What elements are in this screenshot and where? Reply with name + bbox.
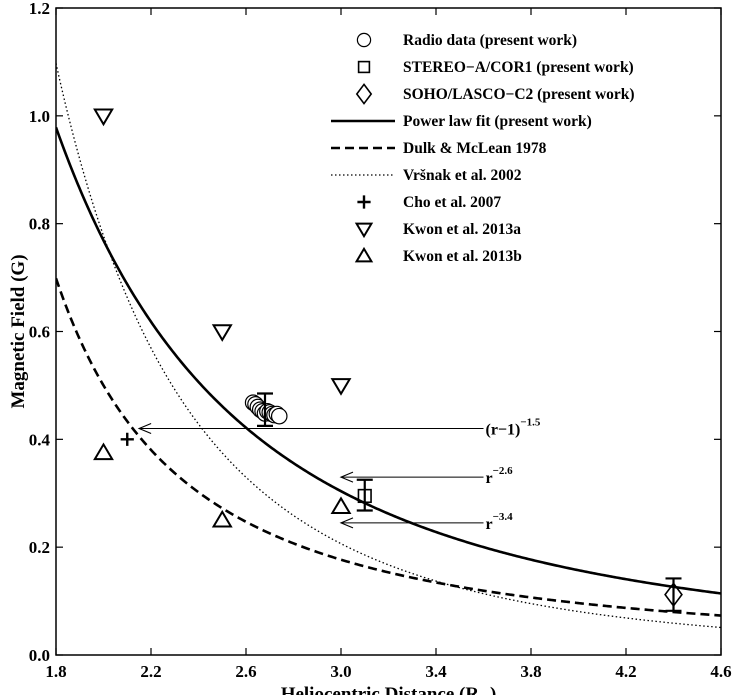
x-tick-label: 3.8 — [520, 662, 541, 681]
annotation-arrowhead — [339, 471, 354, 483]
error-bar — [257, 392, 273, 427]
legend-marker-diamond — [355, 83, 373, 105]
legend-entry-label: Radio data (present work) — [403, 32, 577, 49]
marker-triangle-up — [93, 442, 114, 461]
legend-entry-label: STEREO−A/COR1 (present work) — [403, 59, 634, 76]
legend-entry-label: Vršnak et al. 2002 — [403, 167, 522, 184]
y-tick-label: 0.8 — [29, 215, 50, 234]
marker-plus — [120, 432, 134, 446]
legend-marker-triangle-down — [354, 222, 374, 239]
data-markers — [93, 108, 683, 608]
annotation-arrowhead — [137, 423, 152, 435]
annotation-arrowhead — [339, 517, 354, 529]
legend-marker-square — [357, 60, 371, 74]
annotation-exponent: −1.5 — [520, 417, 541, 429]
axis-ticks: 1.8 2.2 2.6 3.0 3.4 3.8 4.2 4.6 0.0 0.2 0.4 0.6 0.8 1… — [29, 0, 732, 681]
annotation-base: r — [486, 470, 493, 487]
y-tick-label: 0.2 — [29, 538, 50, 557]
legend-entry-label: Dulk & McLean 1978 — [403, 140, 547, 157]
x-axis-label-close: ) — [490, 684, 496, 695]
x-tick-label: 2.2 — [140, 662, 161, 681]
x-tick-label: 1.8 — [45, 662, 66, 681]
plot-frame — [55, 7, 722, 656]
x-tick-label: 3.0 — [330, 662, 351, 681]
y-axis-label: Magnetic Field (G) — [8, 254, 29, 408]
marker-triangle-down — [93, 108, 114, 127]
annotation-exponent: −2.6 — [493, 465, 514, 477]
x-tick-label: 4.6 — [710, 662, 731, 681]
legend-entry-label: Kwon et al. 2013a — [403, 221, 521, 238]
legend-entry-label: SOHO/LASCO−C2 (present work) — [403, 86, 635, 103]
marker-triangle-down — [330, 378, 352, 396]
y-tick-label: 1.2 — [29, 0, 50, 18]
fit-curves — [56, 63, 721, 629]
y-tick-label: 0.4 — [29, 430, 51, 449]
legend-entry-label: Power law fit (present work) — [403, 113, 592, 130]
annotation-label: r−3.4 — [486, 511, 514, 533]
legend-marker-plus — [357, 195, 371, 209]
marker-triangle-up — [211, 509, 233, 528]
marker-triangle-down — [211, 324, 233, 342]
x-tick-label: 2.6 — [235, 662, 256, 681]
error-bars — [257, 392, 682, 612]
x-tick-label: 3.4 — [425, 662, 447, 681]
x-axis-label-main: Heliocentric Distance (R — [281, 684, 480, 695]
annotation-exponent: −3.4 — [493, 511, 514, 523]
y-tick-label: 0.0 — [29, 646, 50, 665]
curve-series-4 — [56, 277, 721, 617]
annotation-label: (r−1)−1.5 — [486, 417, 541, 439]
legend-entry-label: Kwon et al. 2013b — [403, 248, 522, 265]
marker-triangle-up — [330, 496, 352, 515]
legend-marker-circle — [356, 32, 372, 48]
legend-marker-triangle-up — [354, 246, 374, 263]
curve-series-3 — [56, 126, 721, 595]
marker-circle — [270, 407, 288, 425]
x-tick-label: 4.2 — [615, 662, 636, 681]
y-tick-label: 1.0 — [29, 107, 50, 126]
y-tick-label: 0.6 — [29, 323, 50, 342]
legend-entry-label: Cho et al. 2007 — [403, 194, 501, 211]
error-bar — [665, 577, 682, 612]
annotations: (r−1)−1.5r−2.6r−3.4 — [137, 417, 541, 533]
annotation-label: r−2.6 — [486, 465, 514, 487]
error-bar — [356, 478, 373, 512]
x-axis-label: Heliocentric Distance (RΘ) — [281, 684, 497, 695]
legend: Radio data (present work) STEREO−A/COR1 (… — [331, 32, 635, 265]
annotation-base: r — [486, 516, 493, 533]
x-axis-label-sub: Θ — [479, 693, 490, 695]
annotation-base: (r−1) — [486, 422, 521, 439]
